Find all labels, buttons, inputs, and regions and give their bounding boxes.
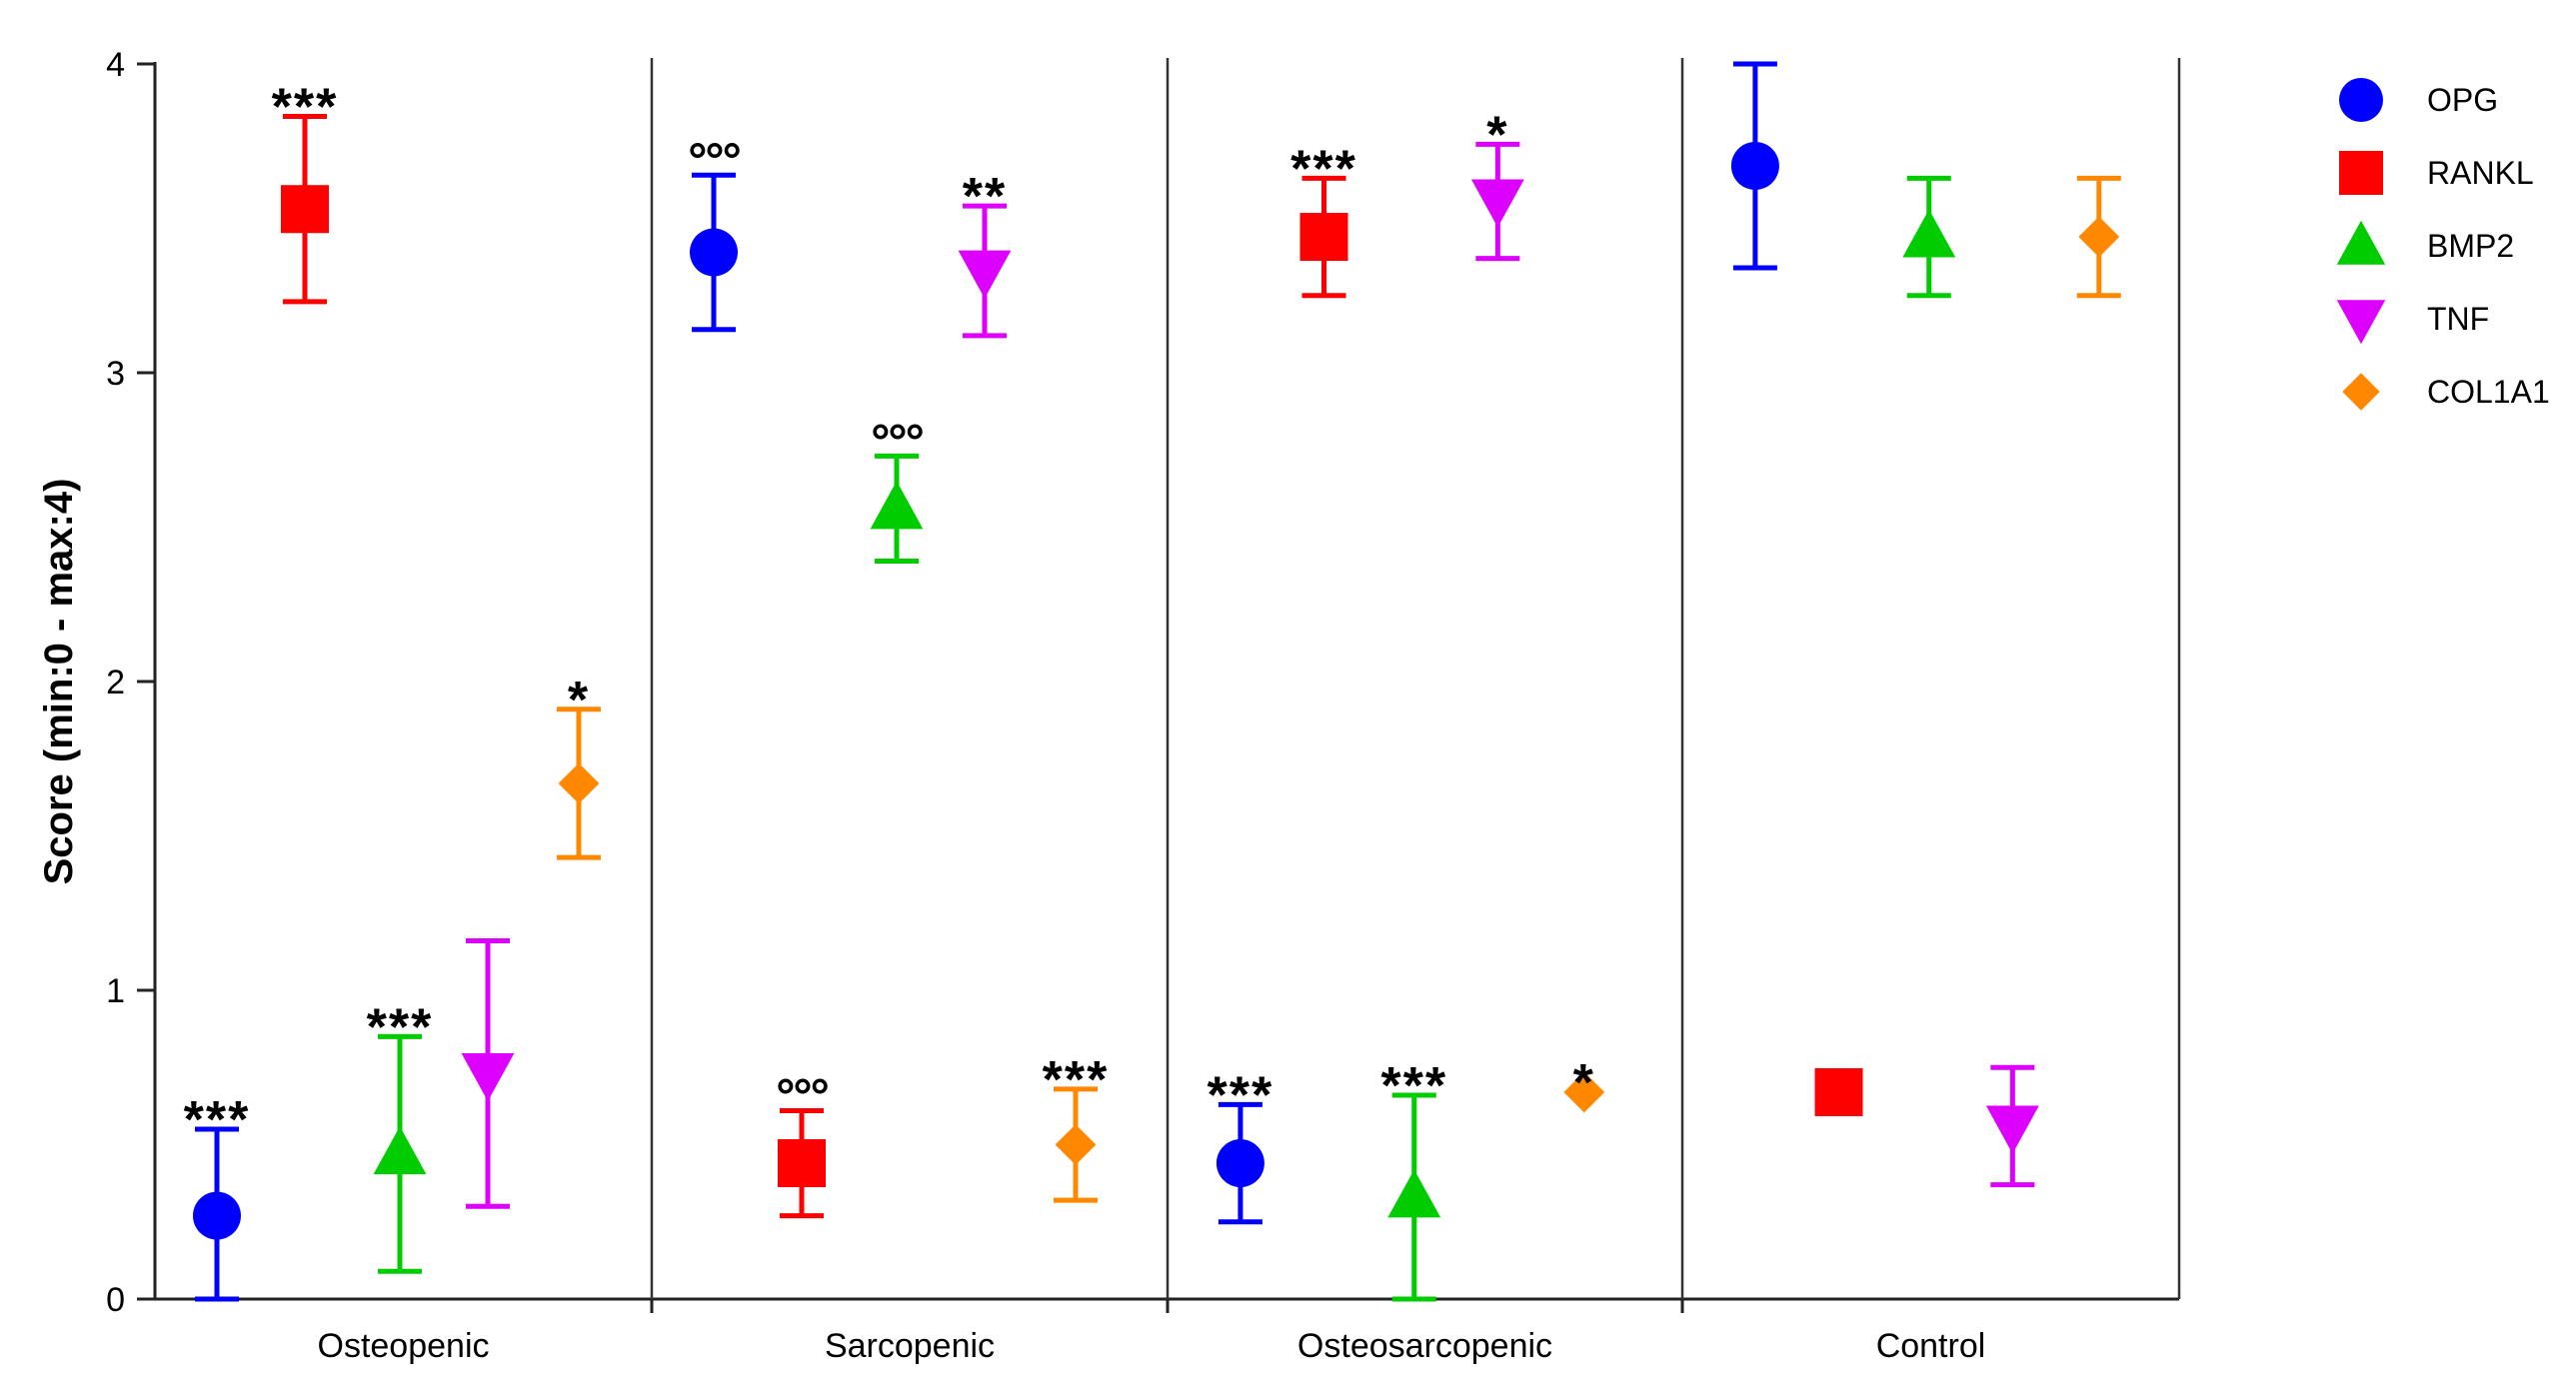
point-rankl <box>778 1139 826 1188</box>
significance-annotation: *** <box>1290 140 1357 198</box>
legend-marker-col1a1 <box>2342 373 2380 411</box>
significance-annotation: * <box>1486 106 1508 164</box>
legend-marker-tnf <box>2336 300 2386 345</box>
significance-annotation: *** <box>367 998 434 1056</box>
significance-annotation: *** <box>1380 1057 1447 1115</box>
y-tick-label: 0 <box>106 1281 125 1319</box>
point-tnf <box>1470 179 1524 228</box>
point-opg <box>690 228 738 277</box>
significance-annotation: * <box>1573 1054 1595 1112</box>
legend-marker-rankl <box>2339 151 2383 195</box>
point-col1a1 <box>1055 1124 1097 1165</box>
point-tnf <box>1985 1105 2039 1154</box>
significance-annotation: *** <box>1043 1051 1110 1109</box>
significance-annotation: * <box>568 672 590 729</box>
legend-label: BMP2 <box>2427 228 2514 264</box>
legend-label: COL1A1 <box>2427 374 2550 410</box>
significance-annotation: *** <box>184 1091 251 1149</box>
point-rankl <box>1299 213 1348 262</box>
significance-annotation: ** <box>963 168 1007 226</box>
legend-label: TNF <box>2427 301 2489 337</box>
point-bmp2 <box>870 481 924 530</box>
significance-annotation: *** <box>272 79 339 137</box>
y-tick-label: 3 <box>106 355 125 393</box>
point-rankl <box>1814 1067 1863 1116</box>
point-bmp2 <box>373 1126 427 1175</box>
point-rankl <box>281 185 329 234</box>
legend-label: OPG <box>2427 82 2498 118</box>
legend-marker-opg <box>2339 78 2383 122</box>
significance-annotation: °°° <box>776 1071 828 1124</box>
significance-annotation: °°° <box>688 135 740 188</box>
point-opg <box>1216 1139 1265 1188</box>
y-tick-label: 1 <box>106 972 125 1010</box>
y-axis-title: Score (min:0 - max:4) <box>37 479 81 885</box>
point-col1a1 <box>2078 216 2120 258</box>
point-bmp2 <box>1902 209 1956 258</box>
y-tick-label: 4 <box>106 46 125 84</box>
legend-label: RANKL <box>2427 155 2534 191</box>
point-bmp2 <box>1387 1169 1441 1218</box>
x-category-label: Osteopenic <box>318 1327 490 1365</box>
legend-marker-bmp2 <box>2336 220 2386 265</box>
x-category-label: Osteosarcopenic <box>1297 1327 1552 1365</box>
point-opg <box>193 1191 241 1240</box>
point-opg <box>1730 141 1779 190</box>
point-col1a1 <box>1563 1071 1605 1113</box>
significance-annotation: °°° <box>871 416 923 469</box>
y-tick-label: 2 <box>106 664 125 701</box>
point-tnf <box>958 250 1012 299</box>
x-category-label: Control <box>1876 1327 1986 1365</box>
x-category-label: Sarcopenic <box>825 1327 995 1365</box>
significance-annotation: *** <box>1208 1066 1275 1124</box>
point-tnf <box>461 1053 515 1102</box>
point-col1a1 <box>558 762 600 804</box>
